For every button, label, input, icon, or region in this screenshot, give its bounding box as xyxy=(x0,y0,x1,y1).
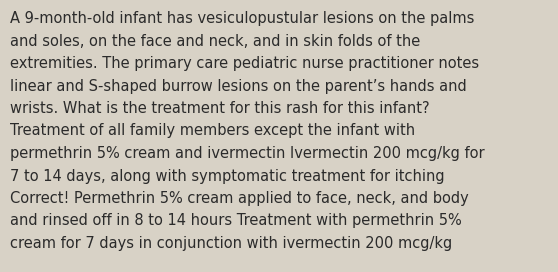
Text: permethrin 5% cream and ivermectin Ivermectin 200 mcg/kg for: permethrin 5% cream and ivermectin Iverm… xyxy=(10,146,485,161)
Text: Treatment of all family members except the infant with: Treatment of all family members except t… xyxy=(10,123,415,138)
Text: A 9-month-old infant has vesiculopustular lesions on the palms: A 9-month-old infant has vesiculopustula… xyxy=(10,11,474,26)
Text: wrists. What is the treatment for this rash for this infant?: wrists. What is the treatment for this r… xyxy=(10,101,430,116)
Text: and rinsed off in 8 to 14 hours Treatment with permethrin 5%: and rinsed off in 8 to 14 hours Treatmen… xyxy=(10,214,462,228)
Text: linear and S-shaped burrow lesions on the parent’s hands and: linear and S-shaped burrow lesions on th… xyxy=(10,79,466,94)
Text: 7 to 14 days, along with symptomatic treatment for itching: 7 to 14 days, along with symptomatic tre… xyxy=(10,168,445,184)
Text: Correct! Permethrin 5% cream applied to face, neck, and body: Correct! Permethrin 5% cream applied to … xyxy=(10,191,469,206)
Text: and soles, on the face and neck, and in skin folds of the: and soles, on the face and neck, and in … xyxy=(10,33,420,48)
Text: extremities. The primary care pediatric nurse practitioner notes: extremities. The primary care pediatric … xyxy=(10,56,479,71)
Text: cream for 7 days in conjunction with ivermectin 200 mcg/kg: cream for 7 days in conjunction with ive… xyxy=(10,236,452,251)
